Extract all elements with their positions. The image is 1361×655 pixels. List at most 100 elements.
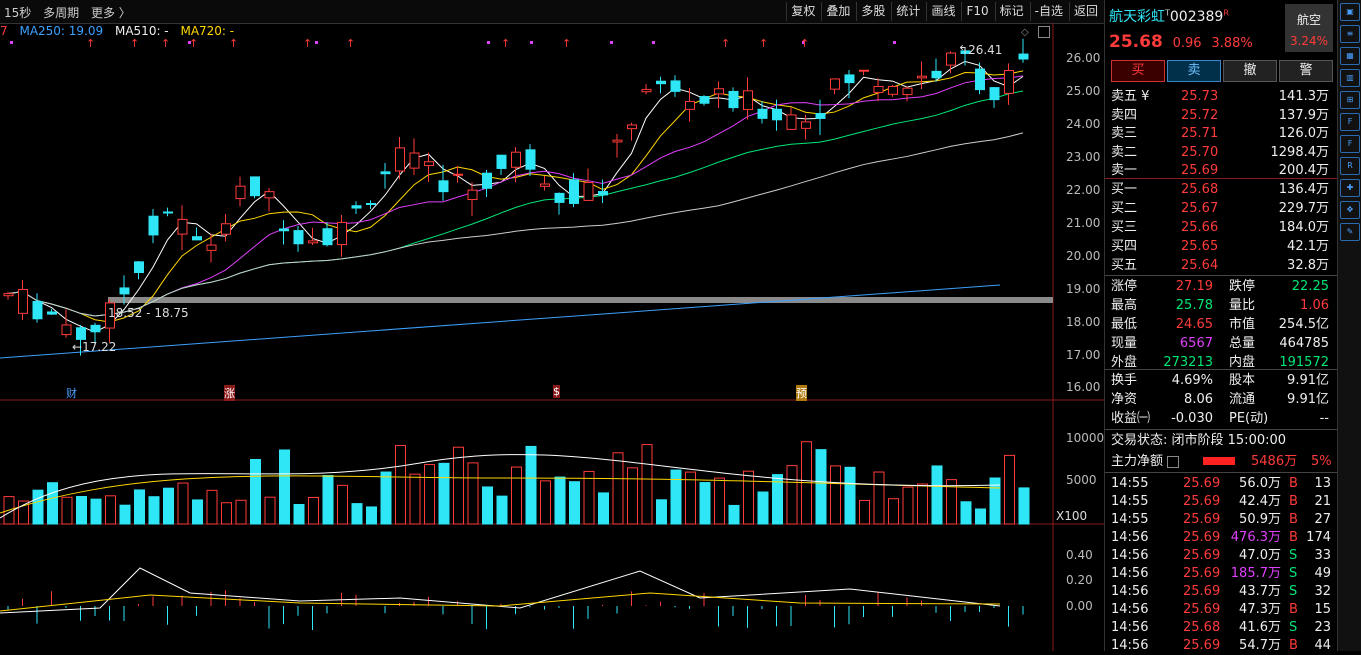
stat-value: 9.91亿 bbox=[1287, 392, 1329, 407]
cross-icon[interactable]: ✚ bbox=[1340, 179, 1360, 197]
move-icon[interactable]: ✥ bbox=[1340, 201, 1360, 219]
period-15s[interactable]: 15秒 bbox=[4, 6, 32, 20]
volume-bar bbox=[960, 501, 972, 525]
volume-tick: 10000 bbox=[1066, 431, 1105, 445]
tick-count: 13 bbox=[1314, 476, 1331, 491]
multi-stock-button[interactable]: 多股 bbox=[856, 2, 889, 21]
signal-arrow: ↑ bbox=[161, 37, 170, 50]
tick-row: 14:55 25.69 42.4万 B 21 bbox=[1111, 492, 1335, 511]
volume-bar bbox=[699, 482, 711, 525]
ma-line bbox=[7, 132, 1024, 317]
bid-level[interactable]: 买四 25.65 42.1万 bbox=[1111, 237, 1335, 256]
tick-row: 14:56 25.69 47.3万 B 15 bbox=[1111, 600, 1335, 619]
buy-button[interactable]: 买 bbox=[1111, 60, 1165, 82]
candle-body bbox=[148, 215, 159, 236]
stat-value: 9.91亿 bbox=[1287, 373, 1329, 388]
sector-pct: 3.24% bbox=[1289, 34, 1329, 48]
alert-button[interactable]: 警 bbox=[1279, 60, 1333, 82]
price-tick: 26.00 bbox=[1066, 51, 1101, 65]
cancel-order-button[interactable]: 撤 bbox=[1223, 60, 1277, 82]
bid-level[interactable]: 买三 25.66 184.0万 bbox=[1111, 218, 1335, 237]
signal-marker bbox=[802, 41, 805, 44]
tick-count: 15 bbox=[1314, 602, 1331, 617]
signal-arrow: ↑ bbox=[346, 37, 355, 50]
ma250-label: MA250: 19.09 bbox=[19, 24, 104, 38]
event-marker-forecast[interactable]: 预 bbox=[796, 385, 807, 401]
candle-body bbox=[670, 80, 681, 92]
candle-body bbox=[989, 87, 1000, 101]
candle-body bbox=[714, 88, 724, 95]
statistics-button[interactable]: 统计 bbox=[891, 2, 924, 21]
ask-level[interactable]: 卖三 25.71 126.0万 bbox=[1111, 124, 1335, 143]
f10-icon[interactable]: F bbox=[1340, 113, 1360, 131]
chart-toolbar: 15秒 多周期 更多 〉 复权 叠加 多股 统计 画线 F10 标记 -自选 返… bbox=[0, 0, 1104, 24]
pen-icon[interactable]: ✎ bbox=[1340, 223, 1360, 241]
candle-body bbox=[337, 221, 347, 246]
volume-bar bbox=[598, 492, 609, 525]
ask-level[interactable]: 卖一 25.69 200.4万 bbox=[1111, 161, 1335, 180]
mark-button[interactable]: 标记 bbox=[994, 2, 1028, 21]
bid-level[interactable]: 买一 25.68 136.4万 bbox=[1111, 180, 1335, 199]
remove-watchlist-button[interactable]: -自选 bbox=[1029, 2, 1067, 21]
volume-bar bbox=[1004, 454, 1015, 525]
maximize-icon[interactable] bbox=[1038, 26, 1050, 38]
level-volume: 141.3万 bbox=[1278, 89, 1329, 104]
event-marker-dollar[interactable]: $ bbox=[553, 385, 560, 398]
multi-period-button[interactable]: 多周期 bbox=[43, 6, 80, 20]
expand-icon[interactable]: ◇ bbox=[1021, 27, 1029, 38]
event-marker-finance[interactable]: 财 bbox=[66, 387, 77, 400]
list-icon[interactable]: ≡ bbox=[1340, 25, 1360, 43]
list-icon[interactable] bbox=[1167, 455, 1180, 468]
candle-body bbox=[641, 88, 652, 93]
candle-icon[interactable]: ⊞ bbox=[1340, 91, 1360, 109]
candle-body bbox=[206, 244, 217, 251]
rsi-icon[interactable]: R bbox=[1340, 157, 1360, 175]
stat-value: 25.78 bbox=[1175, 298, 1213, 313]
back-button[interactable]: 返回 bbox=[1068, 2, 1102, 21]
stock-name: 航天彩虹 bbox=[1109, 9, 1165, 25]
stat-value: 24.65 bbox=[1175, 317, 1213, 332]
tick-amount: 47.3万 bbox=[1239, 602, 1281, 617]
ask-level[interactable]: 卖二 25.70 1298.4万 bbox=[1111, 143, 1335, 162]
signal-arrow: ↑ bbox=[562, 37, 571, 50]
draw-line-button[interactable]: 画线 bbox=[926, 2, 959, 21]
candle-body bbox=[569, 179, 579, 204]
sell-button[interactable]: 卖 bbox=[1167, 60, 1221, 82]
tick-count: 49 bbox=[1314, 566, 1331, 581]
bid-level[interactable]: 买五 25.64 32.8万 bbox=[1111, 256, 1335, 275]
candle-body bbox=[830, 78, 840, 90]
candle-body bbox=[786, 114, 797, 130]
event-marker-limit[interactable]: 涨 bbox=[224, 385, 235, 401]
chart-icon[interactable]: ▣ bbox=[1340, 3, 1360, 21]
ask-level[interactable]: 卖四 25.72 137.9万 bbox=[1111, 106, 1335, 125]
volume-bar bbox=[844, 466, 856, 525]
adjust-button[interactable]: 复权 bbox=[786, 2, 819, 21]
tick-side: B bbox=[1289, 530, 1298, 545]
kline-chart[interactable]: ↑ ↑ ↑ ↑ ↑ ↑ ↑ ↑ ↑ ↑ ↑ ↑ 26.00 25.00 24.00 23.00 22.… bbox=[0, 23, 1104, 651]
grid-icon[interactable]: ▦ bbox=[1340, 47, 1360, 65]
ma-line bbox=[7, 90, 1024, 317]
ask-level[interactable]: 卖五 ¥ 25.73 141.3万 bbox=[1111, 87, 1335, 106]
stat-label: 现量 bbox=[1111, 336, 1138, 351]
volume-bar bbox=[772, 474, 783, 525]
candle-body bbox=[308, 240, 318, 244]
tool-icon-bar: ▣ ≡ ▦ ▥ ⊞ F F R ✚ ✥ ✎ bbox=[1337, 0, 1361, 651]
sector-box[interactable]: 航空 3.24% bbox=[1285, 4, 1333, 52]
volume-bar bbox=[917, 483, 928, 525]
signal-marker bbox=[652, 41, 655, 44]
volume-bar bbox=[105, 495, 116, 525]
signal-arrow: ↑ bbox=[229, 37, 238, 50]
volume-bar bbox=[641, 444, 653, 525]
candle-body bbox=[76, 327, 86, 340]
overlay-button[interactable]: 叠加 bbox=[821, 2, 854, 21]
bid-level[interactable]: 买二 25.67 229.7万 bbox=[1111, 199, 1335, 218]
candle-body bbox=[351, 205, 362, 209]
f-icon[interactable]: F bbox=[1340, 135, 1360, 153]
volume-bar bbox=[873, 471, 885, 525]
candle-body bbox=[699, 96, 710, 104]
chart-canvas[interactable]: ↑ ↑ ↑ ↑ ↑ ↑ ↑ ↑ ↑ ↑ ↑ ↑ bbox=[0, 23, 1104, 651]
f10-button[interactable]: F10 bbox=[961, 2, 992, 21]
bar-icon[interactable]: ▥ bbox=[1340, 69, 1360, 87]
more-button[interactable]: 更多 〉 bbox=[90, 6, 131, 20]
candle-body bbox=[888, 85, 898, 95]
